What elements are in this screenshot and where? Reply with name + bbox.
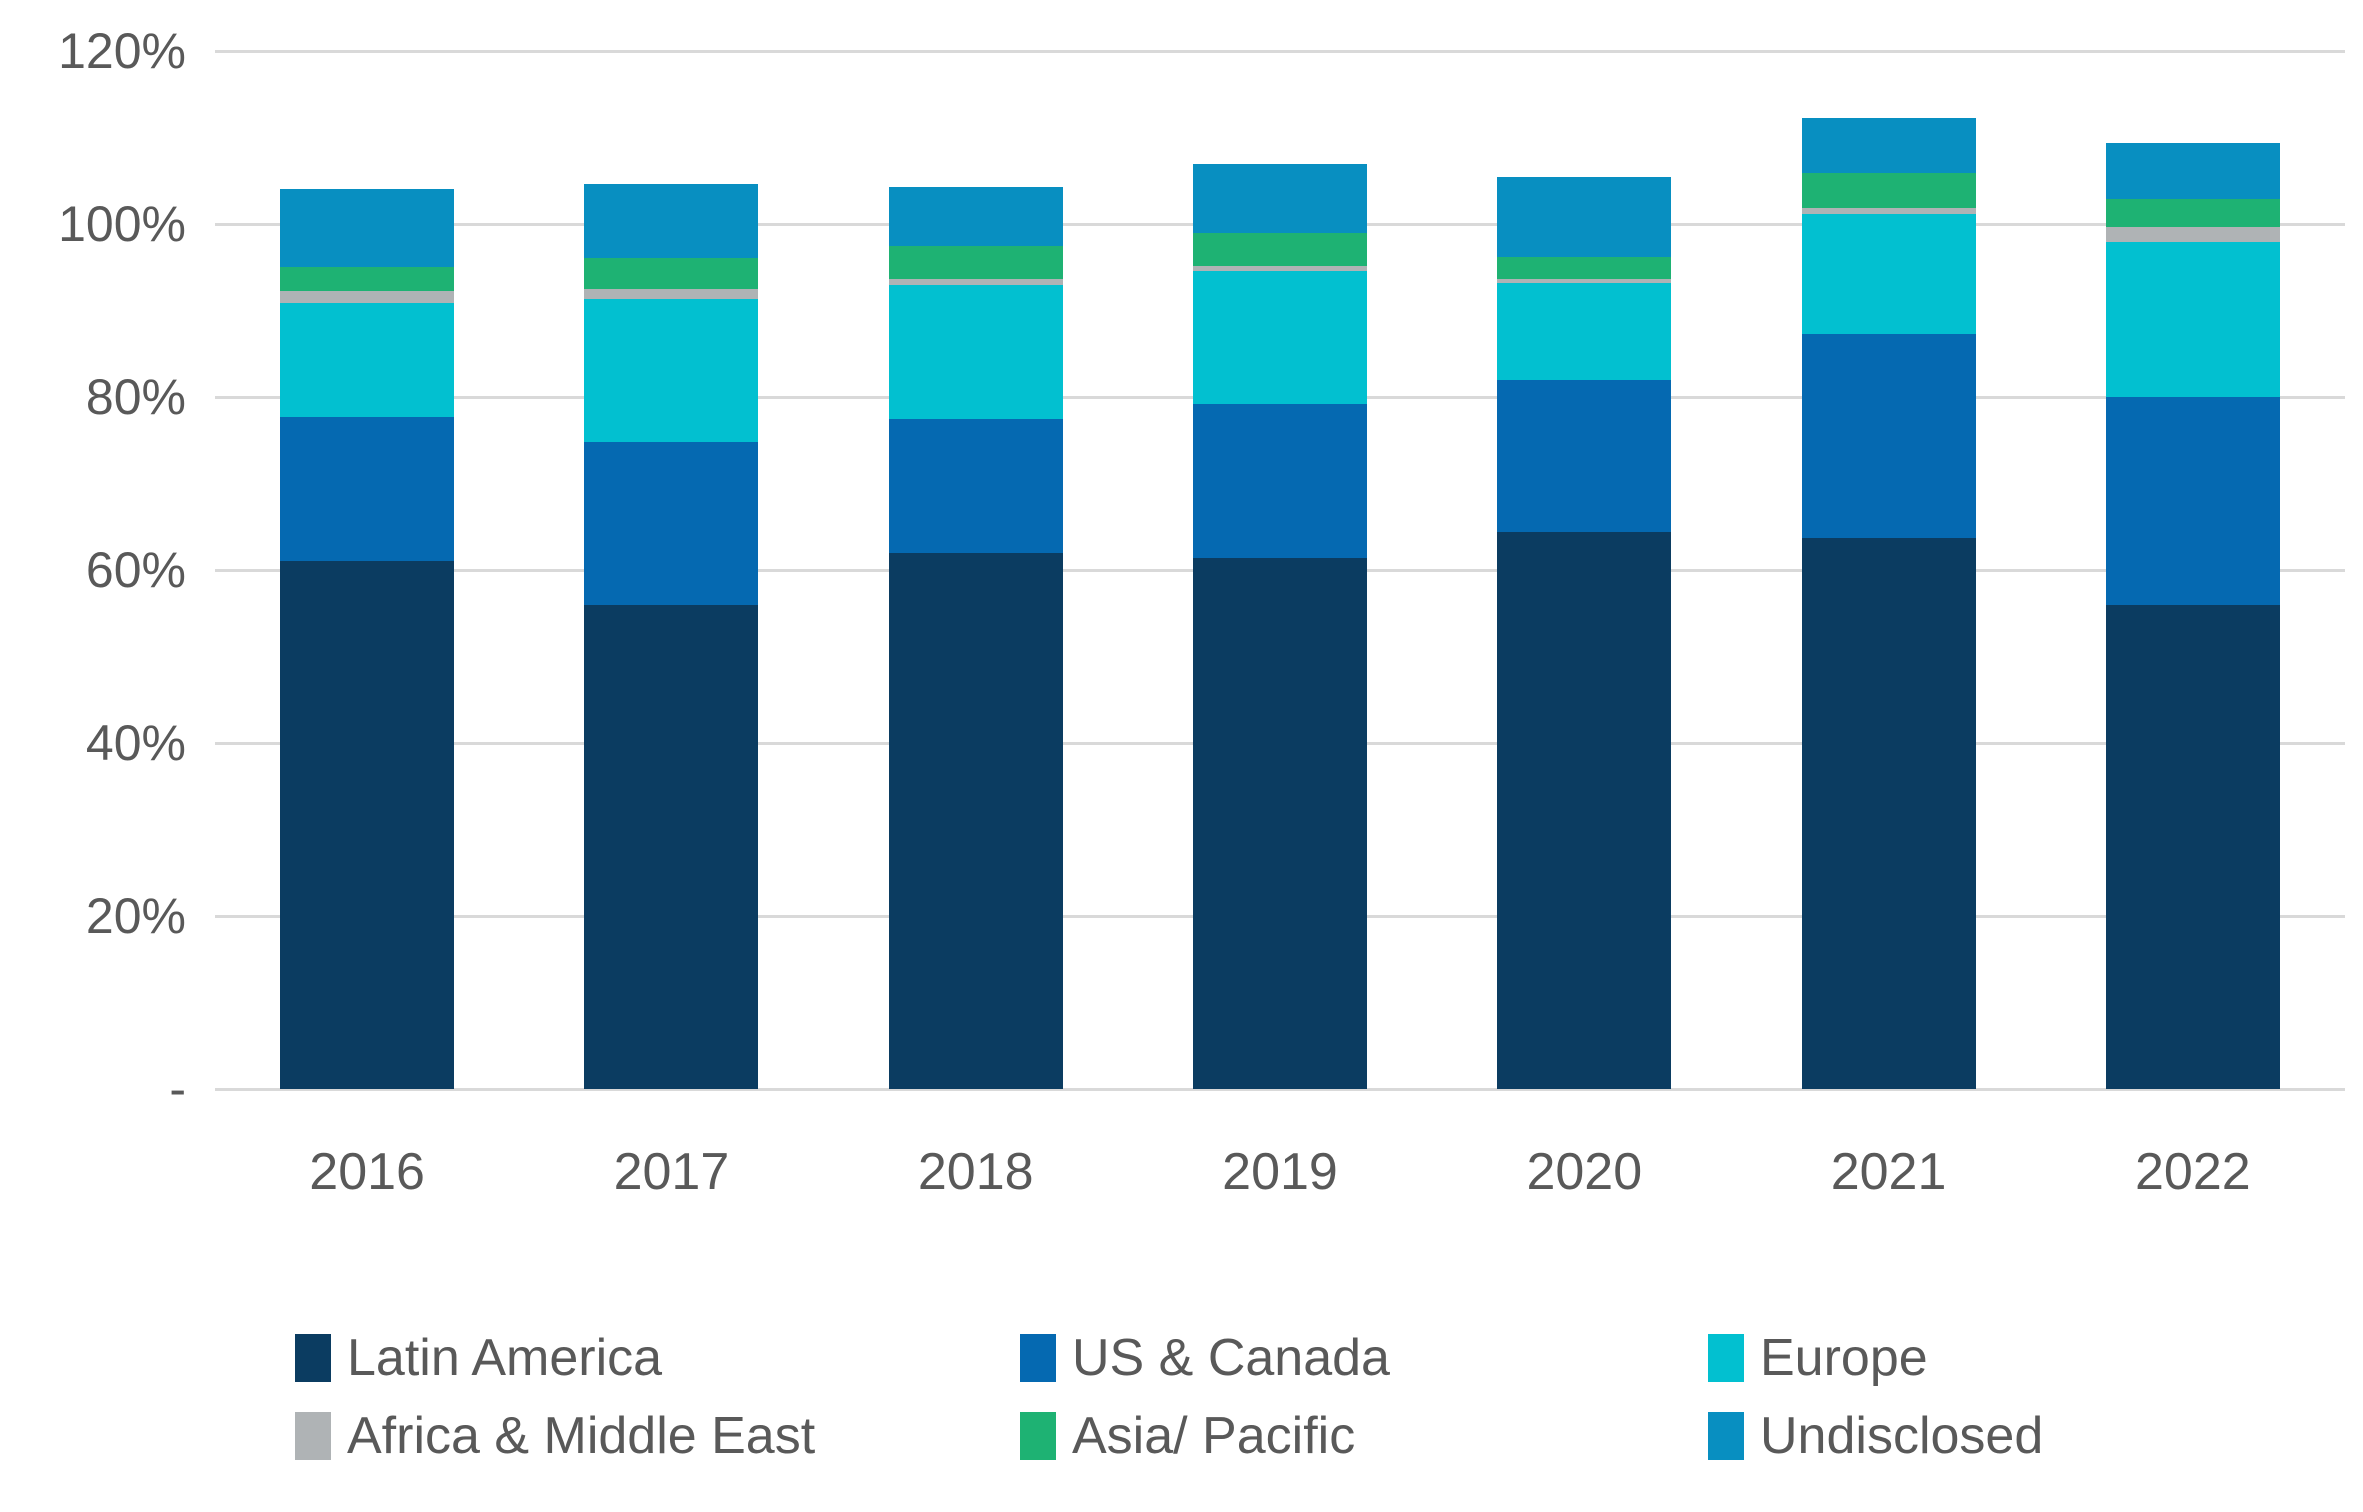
bar-2016-asia-pacific xyxy=(280,267,455,292)
bar-2020-latin-america xyxy=(1497,531,1672,1089)
bar-2017-latin-america xyxy=(584,604,759,1089)
bar-2017-asia-pacific xyxy=(584,257,759,289)
y-tick-label-120: 120% xyxy=(58,23,186,79)
legend-swatch-icon xyxy=(1020,1412,1056,1460)
y-tick-label-80: 80% xyxy=(85,369,186,425)
bar-2016-us-canada xyxy=(280,416,455,562)
bar-2021-europe xyxy=(1801,213,1976,334)
legend-item-undisclosed: Undisclosed xyxy=(1708,1410,2043,1462)
legend-swatch-icon xyxy=(1708,1412,1744,1460)
legend-label: Latin America xyxy=(347,1329,663,1387)
x-axis-label-2019: 2019 xyxy=(1222,1143,1338,1201)
bar-2017-us-canada xyxy=(584,441,759,605)
legend-swatch-icon xyxy=(295,1412,331,1460)
bar-2017-europe xyxy=(584,299,759,442)
bar-2016-latin-america xyxy=(280,561,455,1089)
bar-2022-africa-middle-east xyxy=(2105,227,2280,243)
bar-2018-europe xyxy=(888,285,1063,419)
bar-2022-europe xyxy=(2105,242,2280,397)
legend-swatch-icon xyxy=(1708,1334,1744,1382)
legend-label: US & Canada xyxy=(1072,1329,1390,1387)
x-axis-label-2021: 2021 xyxy=(1830,1143,1947,1201)
legend-label: Europe xyxy=(1760,1329,1928,1387)
legend-label: Africa & Middle East xyxy=(347,1407,816,1465)
bar-2017-undisclosed xyxy=(584,184,759,258)
bar-2018-us-canada xyxy=(888,418,1063,553)
bar-2018-latin-america xyxy=(888,552,1063,1089)
bar-2016-undisclosed xyxy=(280,188,455,268)
bar-2021-us-canada xyxy=(1801,333,1976,538)
legend-item-latin-america: Latin America xyxy=(295,1332,662,1384)
legend-item-europe: Europe xyxy=(1708,1332,1928,1384)
bar-2022-us-canada xyxy=(2105,397,2280,605)
y-tick-label-100: 100% xyxy=(58,196,186,252)
bar-2018-asia-pacific xyxy=(888,246,1063,280)
bar-2019-africa-middle-east xyxy=(1193,266,1367,271)
bar-2021-undisclosed xyxy=(1801,117,1976,173)
x-axis-label-2020: 2020 xyxy=(1526,1143,1643,1201)
bar-2019-europe xyxy=(1193,270,1367,404)
x-axis-label-2022: 2022 xyxy=(2135,1143,2251,1201)
y-tick-label-40: 40% xyxy=(85,715,186,771)
y-tick-label-20: 20% xyxy=(85,888,186,944)
legend-label: Undisclosed xyxy=(1760,1407,2044,1465)
x-axis-label-2017: 2017 xyxy=(613,1143,730,1201)
bar-2016-africa-middle-east xyxy=(280,291,455,303)
bar-2021-africa-middle-east xyxy=(1801,207,1976,214)
bar-2017-africa-middle-east xyxy=(584,288,759,300)
bar-2018-africa-middle-east xyxy=(888,279,1063,286)
bar-2022-asia-pacific xyxy=(2105,198,2280,228)
bar-2020-undisclosed xyxy=(1497,177,1672,257)
bar-2019-asia-pacific xyxy=(1193,232,1367,267)
bar-2019-latin-america xyxy=(1193,557,1367,1089)
x-axis-label-2018: 2018 xyxy=(917,1143,1034,1201)
bar-2022-latin-america xyxy=(2105,604,2280,1089)
bar-2021-asia-pacific xyxy=(1801,172,1976,208)
bar-2020-europe xyxy=(1497,282,1672,380)
bar-2018-undisclosed xyxy=(888,186,1063,247)
bar-2019-undisclosed xyxy=(1193,164,1367,233)
bar-2020-us-canada xyxy=(1497,379,1672,532)
y-tick-label-60: 60% xyxy=(85,542,186,598)
bar-2020-asia-pacific xyxy=(1497,256,1672,280)
y-tick-label-0: - xyxy=(169,1061,186,1117)
legend-swatch-icon xyxy=(295,1334,331,1382)
legend-item-asia-pacific: Asia/ Pacific xyxy=(1020,1410,1355,1462)
bar-2016-europe xyxy=(280,302,455,417)
bar-2019-us-canada xyxy=(1193,403,1367,558)
x-axis-label-2016: 2016 xyxy=(309,1143,425,1201)
bar-2020-africa-middle-east xyxy=(1497,279,1672,283)
legend-label: Asia/ Pacific xyxy=(1072,1407,1356,1465)
legend-item-africa-middle-east: Africa & Middle East xyxy=(295,1410,815,1462)
gridline-0 xyxy=(215,1088,2345,1091)
legend-swatch-icon xyxy=(1020,1334,1056,1382)
bar-2022-undisclosed xyxy=(2105,142,2280,199)
gridline-120 xyxy=(215,50,2345,53)
bar-2021-latin-america xyxy=(1801,537,1976,1089)
legend-item-us-canada: US & Canada xyxy=(1020,1332,1390,1384)
